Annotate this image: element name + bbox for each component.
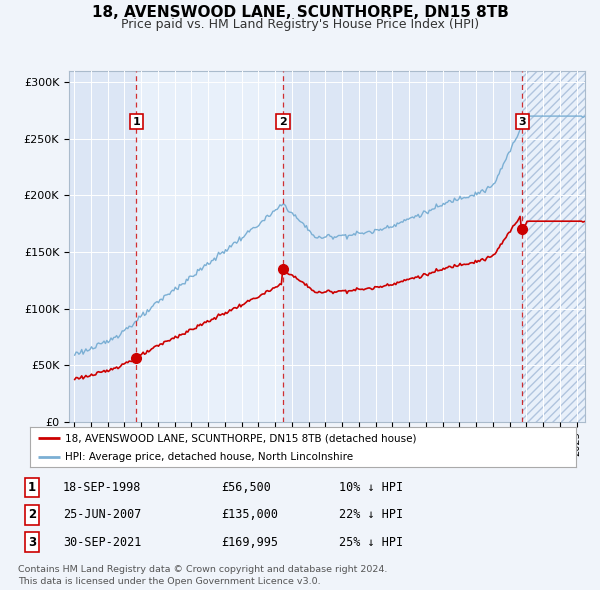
Text: 30-SEP-2021: 30-SEP-2021 — [63, 536, 142, 549]
Text: 25-JUN-2007: 25-JUN-2007 — [63, 508, 142, 522]
Text: This data is licensed under the Open Government Licence v3.0.: This data is licensed under the Open Gov… — [18, 577, 320, 586]
Text: 18, AVENSWOOD LANE, SCUNTHORPE, DN15 8TB (detached house): 18, AVENSWOOD LANE, SCUNTHORPE, DN15 8TB… — [65, 434, 417, 444]
Text: HPI: Average price, detached house, North Lincolnshire: HPI: Average price, detached house, Nort… — [65, 453, 353, 462]
Bar — [136, 71, 283, 422]
Bar — [69, 71, 136, 422]
Text: 25% ↓ HPI: 25% ↓ HPI — [340, 536, 404, 549]
Text: 3: 3 — [28, 536, 36, 549]
Text: 2: 2 — [28, 508, 36, 522]
Text: 3: 3 — [518, 117, 526, 127]
Text: 18-SEP-1998: 18-SEP-1998 — [63, 481, 142, 494]
Text: Contains HM Land Registry data © Crown copyright and database right 2024.: Contains HM Land Registry data © Crown c… — [18, 565, 388, 574]
Text: 22% ↓ HPI: 22% ↓ HPI — [340, 508, 404, 522]
Bar — [522, 71, 585, 422]
Text: £135,000: £135,000 — [221, 508, 278, 522]
Text: 1: 1 — [133, 117, 140, 127]
Text: 2: 2 — [279, 117, 287, 127]
Bar — [522, 71, 585, 422]
Bar — [283, 71, 522, 422]
Text: £56,500: £56,500 — [221, 481, 271, 494]
Text: 1: 1 — [28, 481, 36, 494]
Text: 18, AVENSWOOD LANE, SCUNTHORPE, DN15 8TB: 18, AVENSWOOD LANE, SCUNTHORPE, DN15 8TB — [92, 5, 508, 19]
Text: 10% ↓ HPI: 10% ↓ HPI — [340, 481, 404, 494]
Text: Price paid vs. HM Land Registry's House Price Index (HPI): Price paid vs. HM Land Registry's House … — [121, 18, 479, 31]
Text: £169,995: £169,995 — [221, 536, 278, 549]
